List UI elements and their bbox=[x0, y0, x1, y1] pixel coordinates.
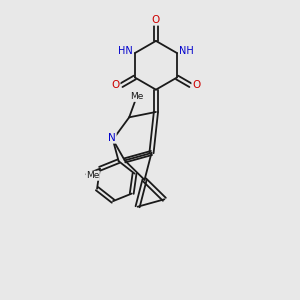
Text: N: N bbox=[108, 133, 116, 143]
Text: O: O bbox=[112, 80, 120, 90]
Text: NH: NH bbox=[179, 46, 194, 56]
Text: HN: HN bbox=[118, 46, 133, 56]
Text: Me: Me bbox=[130, 92, 144, 101]
Text: O: O bbox=[152, 15, 160, 25]
Text: O: O bbox=[192, 80, 200, 90]
Text: Me: Me bbox=[86, 171, 99, 180]
